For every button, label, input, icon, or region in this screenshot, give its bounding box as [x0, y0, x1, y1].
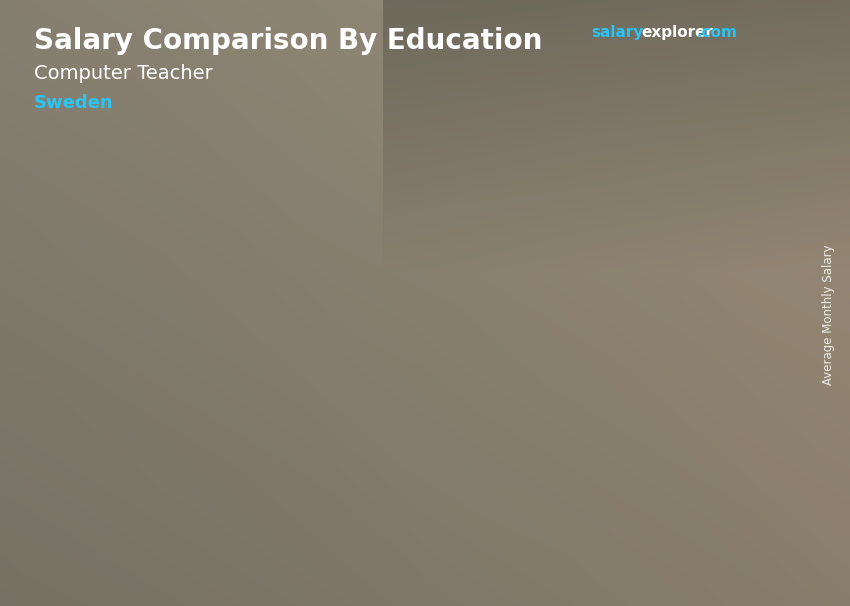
Polygon shape [140, 348, 230, 503]
Text: Salary Comparison By Education: Salary Comparison By Education [34, 27, 542, 55]
Polygon shape [565, 196, 670, 210]
Polygon shape [230, 341, 245, 503]
Polygon shape [140, 341, 245, 348]
Text: Computer Teacher: Computer Teacher [34, 64, 212, 82]
Polygon shape [353, 296, 457, 305]
Text: salary: salary [591, 25, 643, 41]
Text: explorer: explorer [642, 25, 714, 41]
Polygon shape [442, 296, 457, 503]
Text: +28%: +28% [251, 230, 340, 258]
Polygon shape [565, 210, 654, 503]
Text: 35,900 SEK: 35,900 SEK [344, 351, 450, 369]
Text: Sweden: Sweden [34, 94, 114, 112]
Bar [695, 56, 793, 74]
Polygon shape [654, 196, 670, 503]
Polygon shape [353, 305, 442, 503]
Text: .com: .com [696, 25, 737, 41]
Text: +48%: +48% [465, 132, 555, 160]
Bar [724, 30, 742, 100]
Text: 28,100 SEK: 28,100 SEK [128, 401, 234, 419]
Text: Average Monthly Salary: Average Monthly Salary [822, 245, 836, 385]
Text: 53,100 SEK: 53,100 SEK [554, 184, 660, 202]
